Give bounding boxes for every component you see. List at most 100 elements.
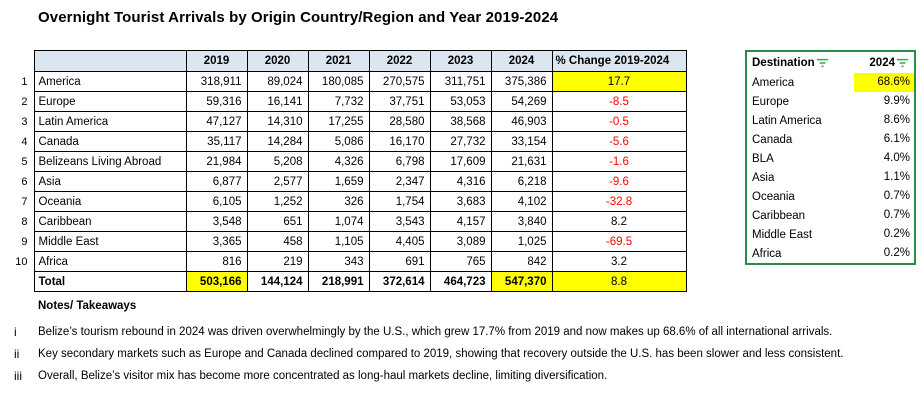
country-cell[interactable]: Canada (33, 131, 187, 152)
share-label[interactable]: Middle East (752, 228, 813, 241)
pct-change-header[interactable]: % Change 2019-2024 (551, 50, 687, 72)
country-cell[interactable]: Asia (33, 171, 187, 192)
share-label[interactable]: Asia (752, 171, 775, 184)
value-cell[interactable]: 1,074 (307, 211, 370, 232)
share-value[interactable]: 8.6% (883, 114, 910, 126)
pct-change-cell[interactable]: 3.2 (551, 251, 687, 272)
value-cell[interactable]: 27,732 (429, 131, 492, 152)
value-cell[interactable]: 3,089 (429, 231, 492, 252)
country-cell[interactable]: Caribbean (33, 211, 187, 232)
value-cell[interactable]: 47,127 (185, 111, 248, 132)
value-cell[interactable]: 4,405 (368, 231, 431, 252)
value-cell[interactable]: 1,754 (368, 191, 431, 212)
value-cell[interactable]: 17,255 (307, 111, 370, 132)
year-header-2020[interactable]: 2020 (246, 50, 309, 72)
country-cell[interactable]: Oceania (33, 191, 187, 212)
pct-change-cell[interactable]: -8.5 (551, 91, 687, 112)
share-value[interactable]: 6.1% (883, 133, 910, 145)
value-cell[interactable]: 3,543 (368, 211, 431, 232)
value-cell[interactable]: 35,117 (185, 131, 248, 152)
value-cell[interactable]: 144,124 (246, 271, 309, 292)
country-cell[interactable]: Latin America (33, 111, 187, 132)
value-cell[interactable]: 180,085 (307, 71, 370, 92)
year-header-2023[interactable]: 2023 (429, 50, 492, 72)
value-cell[interactable]: 14,284 (246, 131, 309, 152)
pct-change-cell[interactable]: -9.6 (551, 171, 687, 192)
share-header-destination[interactable]: Destination (752, 56, 815, 69)
country-cell[interactable]: Europe (33, 91, 187, 112)
value-cell[interactable]: 2,577 (246, 171, 309, 192)
share-value[interactable]: 1.1% (883, 171, 910, 183)
value-cell[interactable]: 33,154 (490, 131, 553, 152)
value-cell[interactable]: 5,086 (307, 131, 370, 152)
value-cell[interactable]: 691 (368, 251, 431, 272)
country-cell[interactable]: Africa (33, 251, 187, 272)
share-label[interactable]: Caribbean (752, 209, 806, 222)
value-cell[interactable]: 4,102 (490, 191, 553, 212)
pct-change-cell[interactable]: -32.8 (551, 191, 687, 212)
value-cell[interactable]: 59,316 (185, 91, 248, 112)
value-cell[interactable]: 372,614 (368, 271, 431, 292)
value-cell[interactable]: 89,024 (246, 71, 309, 92)
value-cell[interactable]: 3,365 (185, 231, 248, 252)
value-cell[interactable]: 311,751 (429, 71, 492, 92)
value-cell[interactable]: 6,218 (490, 171, 553, 192)
value-cell[interactable]: 1,659 (307, 171, 370, 192)
year-header-2024[interactable]: 2024 (490, 50, 553, 72)
value-cell[interactable]: 6,798 (368, 151, 431, 172)
year-header-2022[interactable]: 2022 (368, 50, 431, 72)
value-cell[interactable]: 4,316 (429, 171, 492, 192)
value-cell[interactable]: 28,580 (368, 111, 431, 132)
share-label[interactable]: Oceania (752, 190, 795, 203)
share-value[interactable]: 68.6% (854, 73, 914, 92)
value-cell[interactable]: 37,751 (368, 91, 431, 112)
share-label[interactable]: America (752, 76, 795, 89)
pct-change-cell[interactable]: 17.7 (551, 71, 687, 92)
value-cell[interactable]: 54,269 (490, 91, 553, 112)
value-cell[interactable]: 14,310 (246, 111, 309, 132)
country-cell[interactable]: America (33, 71, 187, 92)
value-cell[interactable]: 6,105 (185, 191, 248, 212)
value-cell[interactable]: 2,347 (368, 171, 431, 192)
total-label-cell[interactable]: Total (33, 271, 187, 292)
value-cell[interactable]: 38,568 (429, 111, 492, 132)
value-cell[interactable]: 1,025 (490, 231, 553, 252)
value-cell[interactable]: 1,252 (246, 191, 309, 212)
value-cell[interactable]: 17,609 (429, 151, 492, 172)
share-header-2024[interactable]: 2024 (869, 56, 895, 69)
year-header-2019[interactable]: 2019 (185, 50, 248, 72)
share-value[interactable]: 0.2% (883, 247, 910, 259)
value-cell[interactable]: 816 (185, 251, 248, 272)
value-cell[interactable]: 343 (307, 251, 370, 272)
share-label[interactable]: Europe (752, 95, 790, 108)
value-cell[interactable]: 218,991 (307, 271, 370, 292)
value-cell[interactable]: 375,386 (490, 71, 553, 92)
country-cell[interactable]: Belizeans Living Abroad (33, 151, 187, 172)
value-cell[interactable]: 16,141 (246, 91, 309, 112)
value-cell[interactable]: 270,575 (368, 71, 431, 92)
value-cell[interactable]: 7,732 (307, 91, 370, 112)
value-cell[interactable]: 53,053 (429, 91, 492, 112)
pct-change-cell[interactable]: -69.5 (551, 231, 687, 252)
pct-change-cell[interactable]: -1.6 (551, 151, 687, 172)
filter-icon[interactable] (816, 58, 830, 68)
filter-icon[interactable] (896, 58, 910, 68)
value-cell[interactable]: 326 (307, 191, 370, 212)
value-cell[interactable]: 6,877 (185, 171, 248, 192)
share-label[interactable]: Canada (752, 133, 793, 146)
value-cell[interactable]: 4,157 (429, 211, 492, 232)
pct-change-cell[interactable]: 8.2 (551, 211, 687, 232)
share-value[interactable]: 0.7% (883, 190, 910, 202)
share-value[interactable]: 9.9% (883, 95, 910, 107)
share-label[interactable]: BLA (752, 152, 774, 165)
value-cell[interactable]: 3,840 (490, 211, 553, 232)
value-cell[interactable]: 5,208 (246, 151, 309, 172)
share-value[interactable]: 0.2% (883, 228, 910, 240)
value-cell[interactable]: 651 (246, 211, 309, 232)
value-cell[interactable]: 464,723 (429, 271, 492, 292)
value-cell[interactable]: 503,166 (185, 271, 248, 292)
value-cell[interactable]: 547,370 (490, 271, 553, 292)
year-header-2021[interactable]: 2021 (307, 50, 370, 72)
value-cell[interactable]: 21,631 (490, 151, 553, 172)
share-label[interactable]: Africa (752, 247, 782, 260)
